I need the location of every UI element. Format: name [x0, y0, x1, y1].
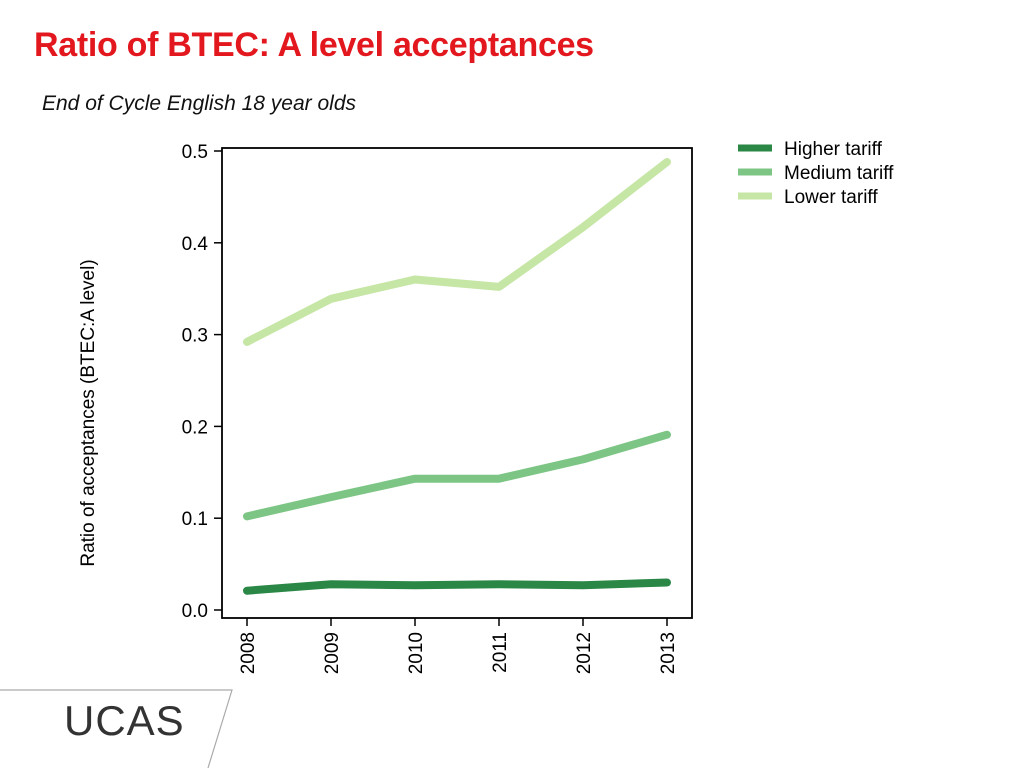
series-line-higher-tariff	[243, 578, 671, 595]
y-tick-label: 0.4	[182, 234, 209, 255]
slide-title: Ratio of BTEC: A level acceptances	[34, 26, 594, 64]
y-tick-label: 0.0	[182, 601, 208, 622]
x-tick-label: 2011	[490, 632, 511, 673]
ucas-logo-panel	[0, 686, 240, 773]
y-tick-label: 0.3	[182, 326, 208, 347]
x-tick-label: 2009	[322, 632, 343, 674]
series-line-medium-tariff	[243, 430, 671, 521]
y-tick-label: 0.5	[182, 142, 208, 163]
x-tick-label: 2013	[658, 632, 679, 674]
plot-area-frame	[221, 147, 693, 619]
x-tick-label: 2010	[406, 632, 427, 674]
logo-divider-shape	[0, 689, 233, 769]
legend-label: Higher tariff	[784, 139, 883, 160]
x-tick-label: 2012	[574, 632, 595, 674]
x-tick-label: 2008	[238, 632, 259, 674]
slide-subtitle: End of Cycle English 18 year olds	[42, 92, 357, 115]
legend-label: Medium tariff	[784, 163, 894, 184]
line-chart: 0.0 0.1 0.2 0.3 0.4 0.5 2008 2009 2010 2011 2012 20…	[78, 139, 894, 674]
series-line-lower-tariff	[243, 158, 671, 346]
y-tick-label: 0.2	[182, 417, 208, 438]
legend-label: Lower tariff	[784, 187, 878, 208]
y-tick-label: 0.1	[182, 509, 208, 530]
ucas-logo: UCAS	[64, 697, 185, 744]
y-axis-label: Ratio of acceptances (BTEC:A level)	[78, 259, 99, 566]
